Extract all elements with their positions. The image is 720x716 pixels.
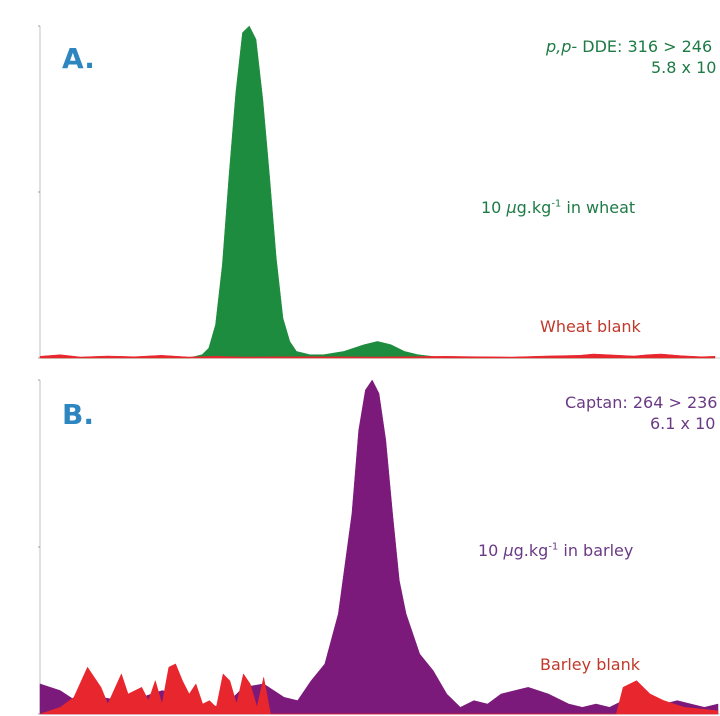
panel-a-letter: A. [62,42,95,75]
panel-a: A. p,p- DDE: 316 > 246 5.8 x 10 10 μg.kg… [38,25,720,359]
panel-a-sample-label: 10 μg.kg-1 in wheat [481,198,636,217]
chart-a [38,25,720,359]
chart-a-sample-series [40,25,715,359]
panel-b-sample-label: 10 μg.kg-1 in barley [478,541,634,560]
panel-b-blank-label: Barley blank [540,655,641,674]
panel-a-intensity: 5.8 x 10 [651,58,717,77]
panel-b: B. Captan: 264 > 236 6.1 x 10 10 μg.kg-1… [0,366,720,716]
chart-a-blank-series [39,353,716,359]
panel-a-blank-label: Wheat blank [540,317,641,336]
panel-b-letter: B. [62,398,94,431]
chart-b-blank-series [39,663,719,715]
panel-b-compound: Captan: 264 > 236 [565,393,718,412]
panel-b-intensity: 6.1 x 10 [650,414,716,433]
chart-b [38,379,720,715]
panel-a-compound: p,p- DDE: 316 > 246 [546,37,713,56]
